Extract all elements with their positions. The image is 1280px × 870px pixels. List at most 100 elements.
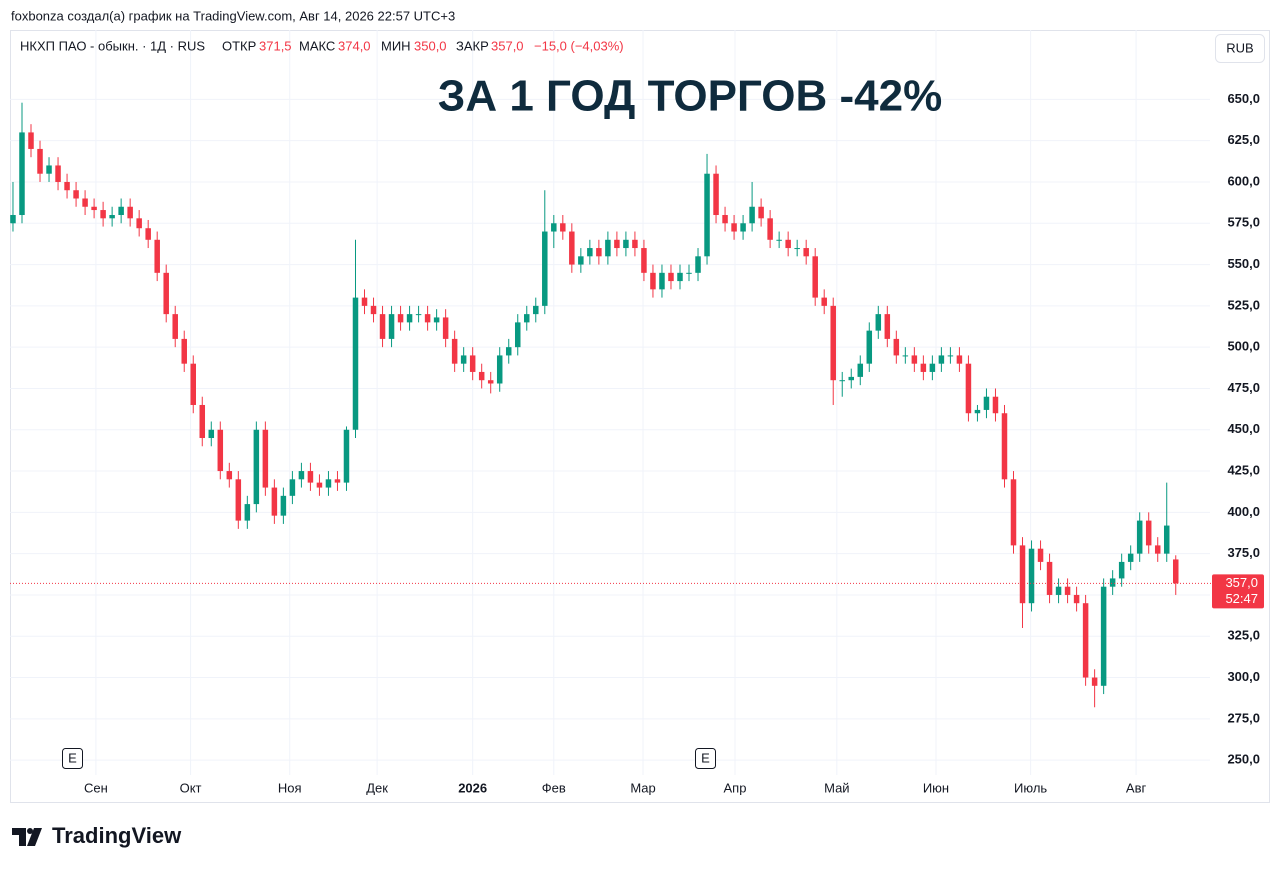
candle-body [433, 317, 440, 323]
candle-body [1019, 545, 1026, 604]
currency[interactable]: RUB [1226, 40, 1253, 55]
candle-body [145, 228, 151, 240]
candles [10, 102, 1179, 708]
y-tick-label: 575,0 [1227, 215, 1260, 230]
candle-body [956, 355, 963, 364]
candle-body [388, 314, 395, 339]
candle-body [244, 504, 251, 521]
candle-body [659, 272, 665, 290]
candle-body [1154, 545, 1161, 554]
candle-body [163, 272, 169, 315]
candle-body [136, 218, 142, 229]
event-marker[interactable] [62, 748, 83, 769]
candle-body [722, 215, 728, 224]
candle-body [19, 132, 25, 216]
candle-body [785, 239, 791, 249]
event-marker[interactable] [695, 748, 716, 769]
candle-body [442, 317, 449, 339]
candle-body [1109, 578, 1116, 587]
legend-close-label: ЗАКР [456, 38, 489, 53]
y-tick-label: 375,0 [1227, 545, 1260, 560]
candle-body [983, 396, 990, 410]
candle-body [803, 248, 809, 257]
x-tick-label: Июн [923, 780, 949, 795]
candle-body [749, 206, 755, 224]
y-tick-label: 650,0 [1227, 91, 1260, 106]
x-tick-label: Апр [723, 780, 746, 795]
candle-body [695, 256, 701, 273]
last-price-label: 357,0 [1225, 575, 1258, 590]
candle-body [379, 314, 386, 339]
candle-body [28, 132, 34, 149]
candle-body [1046, 561, 1053, 595]
candle-body [298, 471, 305, 480]
candle-body [965, 363, 972, 414]
candle-body [271, 487, 278, 516]
candle-body [1001, 413, 1008, 480]
legend-high-label: МАКС [299, 38, 335, 53]
candle-body [451, 338, 458, 364]
candle-body [533, 305, 539, 315]
candle-body [758, 206, 764, 219]
candle-body [812, 256, 818, 298]
y-tick-label: 450,0 [1227, 421, 1260, 436]
candle-body [406, 314, 413, 323]
candle-body [208, 429, 215, 439]
candle-body [938, 355, 945, 364]
candle-body [235, 479, 242, 521]
candle-body [830, 305, 836, 381]
candle-body [262, 429, 269, 488]
candle-body [424, 314, 431, 323]
candle-body [1145, 520, 1152, 546]
candle-body [1055, 586, 1062, 595]
candle-body [1028, 548, 1035, 604]
event-label[interactable]: E [68, 750, 77, 765]
x-tick-label: Июль [1014, 780, 1047, 795]
event-label[interactable]: E [701, 750, 710, 765]
candle-body [361, 297, 368, 306]
candle-body [524, 314, 530, 323]
candle-body [992, 396, 999, 414]
candle-body [487, 380, 494, 384]
candle-body [1136, 520, 1143, 554]
candle-body [505, 347, 512, 356]
candle-body [884, 314, 891, 339]
candle-body [740, 223, 746, 232]
candle-body [668, 272, 674, 282]
candle-body [578, 256, 584, 265]
author-line: foxbonza создал(а) график на TradingView… [11, 8, 455, 23]
candle-body [794, 248, 800, 250]
currency-button[interactable] [1215, 34, 1265, 63]
candle-body [686, 272, 692, 274]
y-tick-label: 300,0 [1227, 669, 1260, 684]
x-tick-label: Ноя [278, 780, 302, 795]
candle-body [857, 363, 864, 377]
candle-body [596, 248, 602, 257]
last-price-box [1212, 574, 1264, 609]
candle-body [839, 380, 845, 382]
candle-body [650, 272, 656, 290]
candle-body [478, 371, 485, 381]
brand: TradingView [52, 823, 182, 848]
chart-title: ЗА 1 ГОД ТОРГОВ -42% [438, 72, 943, 121]
candle-body [496, 355, 503, 384]
x-tick-label: Май [824, 780, 849, 795]
candle-body [1091, 677, 1098, 686]
candle-body [352, 297, 359, 430]
candle-body [415, 314, 422, 316]
candle-body [641, 248, 647, 273]
candle-body [325, 479, 332, 488]
pane-border [10, 30, 1270, 803]
candle-body [569, 231, 575, 265]
candle-body [893, 338, 900, 356]
legend-change: −15,0 (−4,03%) [534, 38, 624, 53]
candle-body [623, 239, 629, 249]
candle-body [587, 248, 593, 257]
y-tick-label: 475,0 [1227, 380, 1260, 395]
candle-body [1127, 553, 1134, 562]
candle-body [343, 429, 350, 483]
candle-body [1073, 594, 1080, 604]
candle-body [118, 206, 124, 216]
candle-body [460, 355, 467, 364]
